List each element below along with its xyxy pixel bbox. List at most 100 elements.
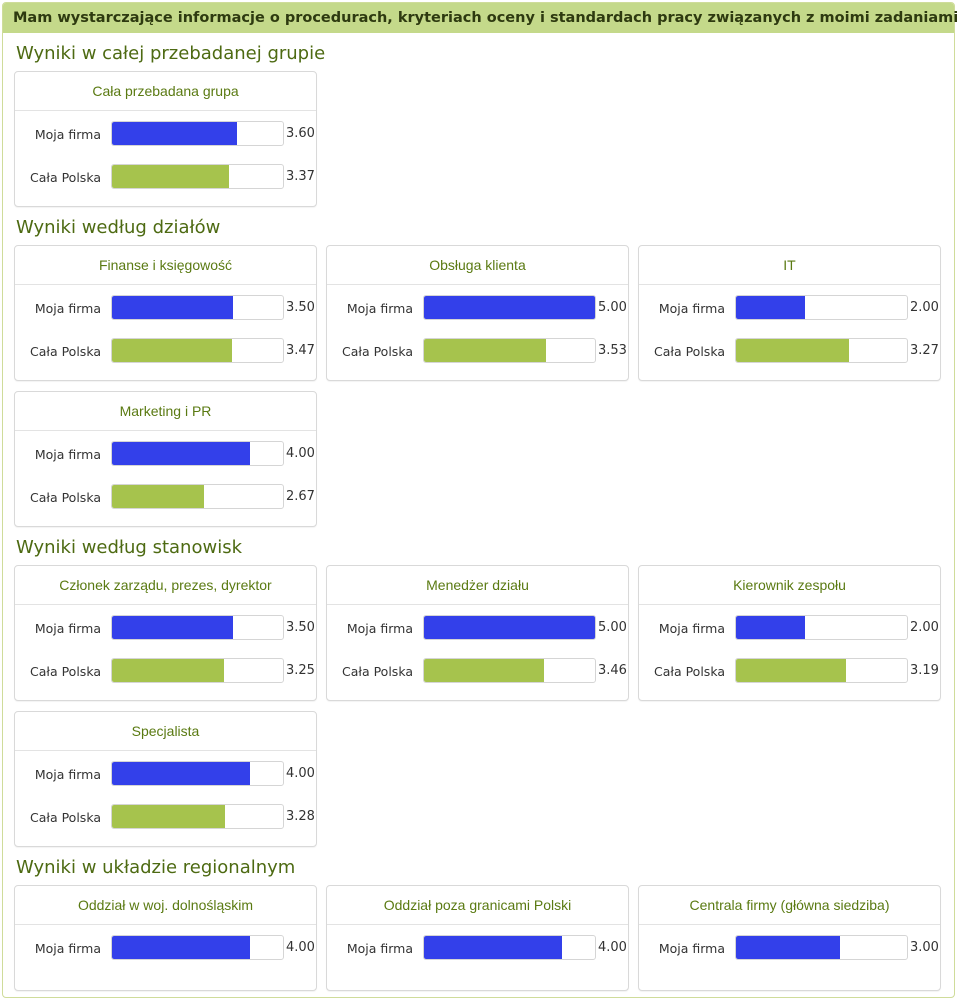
series-label: Moja firma — [34, 941, 101, 956]
bar-value: 4.00 — [286, 766, 315, 781]
poland-row: Cała Polska 3.47 — [15, 338, 316, 365]
bar-value: 3.47 — [286, 343, 315, 358]
firm-row: Moja firma 3.00 — [639, 935, 940, 962]
result-panel: Oddział poza granicami Polski Moja firma 4… — [326, 885, 629, 991]
bar-track — [111, 441, 284, 466]
firm-bar — [112, 616, 233, 639]
result-panel: IT Moja firma 2.00 Cała Polska 3.27 — [638, 245, 941, 381]
series-label: Cała Polska — [342, 344, 413, 359]
bar-track — [423, 658, 596, 683]
section-title: Wyniki w układzie regionalnym — [16, 857, 296, 878]
poland-bar — [112, 165, 229, 188]
firm-bar — [424, 616, 595, 639]
series-label: Cała Polska — [30, 344, 101, 359]
poland-bar — [736, 339, 849, 362]
series-label: Moja firma — [34, 447, 101, 462]
series-label: Cała Polska — [30, 810, 101, 825]
poland-row: Cała Polska 3.53 — [327, 338, 628, 365]
result-panel: Cała przebadana grupa Moja firma 3.60 Cała … — [14, 71, 317, 207]
panel-title: Cała przebadana grupa — [15, 72, 316, 111]
firm-bar — [424, 936, 562, 959]
series-label: Moja firma — [34, 127, 101, 142]
poland-row: Cała Polska 3.46 — [327, 658, 628, 685]
poland-row: Cała Polska 3.28 — [15, 804, 316, 831]
series-label: Moja firma — [34, 767, 101, 782]
bar-track — [735, 658, 908, 683]
result-panel: Marketing i PR Moja firma 4.00 Cała Polska 2… — [14, 391, 317, 527]
series-label: Moja firma — [658, 621, 725, 636]
bar-track — [111, 615, 284, 640]
bar-track — [423, 615, 596, 640]
firm-bar — [112, 442, 250, 465]
poland-row: Cała Polska 3.37 — [15, 164, 316, 191]
poland-bar — [736, 659, 846, 682]
poland-row: Cała Polska 3.19 — [639, 658, 940, 685]
bar-track — [111, 295, 284, 320]
firm-bar — [112, 762, 250, 785]
bar-track — [735, 935, 908, 960]
bar-track — [735, 338, 908, 363]
bar-value: 3.00 — [910, 940, 939, 955]
panel-title: Marketing i PR — [15, 392, 316, 431]
bar-value: 5.00 — [598, 620, 627, 635]
series-label: Moja firma — [658, 941, 725, 956]
firm-row: Moja firma 4.00 — [327, 935, 628, 962]
firm-bar — [736, 616, 805, 639]
series-label: Cała Polska — [342, 664, 413, 679]
series-label: Moja firma — [658, 301, 725, 316]
firm-row: Moja firma 3.50 — [15, 295, 316, 322]
bar-track — [423, 338, 596, 363]
series-label: Cała Polska — [30, 170, 101, 185]
bar-value: 2.00 — [910, 300, 939, 315]
poland-bar — [424, 339, 546, 362]
bar-track — [423, 935, 596, 960]
firm-row: Moja firma 5.00 — [327, 615, 628, 642]
bar-track — [111, 804, 284, 829]
bar-value: 4.00 — [286, 940, 315, 955]
firm-row: Moja firma 5.00 — [327, 295, 628, 322]
result-panel: Oddział w woj. dolnośląskim Moja firma 4.0… — [14, 885, 317, 991]
series-label: Moja firma — [346, 621, 413, 636]
question-header: Mam wystarczające informacje o procedura… — [3, 3, 958, 33]
bar-value: 5.00 — [598, 300, 627, 315]
bar-value: 3.50 — [286, 620, 315, 635]
firm-bar — [736, 936, 840, 959]
firm-bar — [424, 296, 595, 319]
bar-value: 3.37 — [286, 169, 315, 184]
panel-title: Obsługa klienta — [327, 246, 628, 285]
poland-bar — [112, 659, 224, 682]
bar-value: 2.67 — [286, 489, 315, 504]
bar-value: 4.00 — [286, 446, 315, 461]
series-label: Cała Polska — [654, 664, 725, 679]
panel-title: Centrala firmy (główna siedziba) — [639, 886, 940, 925]
section-title: Wyniki według działów — [16, 217, 221, 238]
series-label: Moja firma — [34, 301, 101, 316]
bar-value: 3.53 — [598, 343, 627, 358]
bar-value: 4.00 — [598, 940, 627, 955]
panel-title: Członek zarządu, prezes, dyrektor — [15, 566, 316, 605]
panel-title: Kierownik zespołu — [639, 566, 940, 605]
firm-row: Moja firma 4.00 — [15, 761, 316, 788]
poland-bar — [112, 485, 204, 508]
bar-track — [111, 484, 284, 509]
panel-title: IT — [639, 246, 940, 285]
firm-row: Moja firma 3.50 — [15, 615, 316, 642]
series-label: Cała Polska — [30, 664, 101, 679]
section-title: Wyniki według stanowisk — [16, 537, 242, 558]
firm-row: Moja firma 4.00 — [15, 935, 316, 962]
result-panel: Specjalista Moja firma 4.00 Cała Polska 3.28 — [14, 711, 317, 847]
bar-track — [735, 615, 908, 640]
bar-track — [735, 295, 908, 320]
panel-title: Specjalista — [15, 712, 316, 751]
poland-row: Cała Polska 2.67 — [15, 484, 316, 511]
series-label: Moja firma — [34, 621, 101, 636]
firm-row: Moja firma 2.00 — [639, 615, 940, 642]
bar-value: 3.27 — [910, 343, 939, 358]
firm-row: Moja firma 3.60 — [15, 121, 316, 148]
section-title: Wyniki w całej przebadanej grupie — [16, 43, 326, 64]
bar-track — [111, 164, 284, 189]
firm-row: Moja firma 4.00 — [15, 441, 316, 468]
poland-bar — [112, 805, 225, 828]
bar-track — [111, 658, 284, 683]
